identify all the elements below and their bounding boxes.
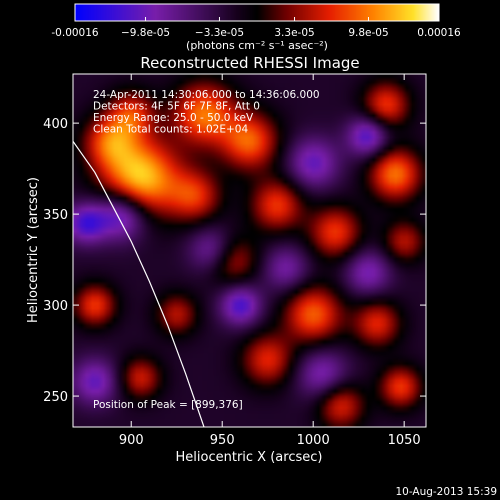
colorbar-tick-label: 9.8e-05 (348, 27, 388, 39)
x-tick-label: 900 (119, 433, 144, 448)
y-tick-label: 300 (43, 299, 68, 314)
y-tick-label: 350 (43, 208, 68, 223)
colorbar-ticks: -0.00016 −9.8e-05 −3.3e-05 3.3e-05 9.8e-05 0.… (51, 17, 461, 39)
annotation-line: 24-Apr-2011 14:30:06.000 to 14:36:06.000 (93, 89, 320, 101)
annotation-line: Energy Range: 25.0 - 50.0 keV (93, 112, 254, 124)
chart-title: Reconstructed RHESSI Image (140, 54, 359, 72)
colorbar-tick-label: −9.8e-05 (121, 27, 170, 39)
x-tick-label: 1050 (388, 433, 421, 448)
heatmap (73, 74, 426, 427)
colorbar-gradient (75, 4, 439, 21)
x-tick-label: 1000 (297, 433, 330, 448)
y-tick-label: 250 (43, 390, 68, 405)
y-axis-label: Heliocentric Y (arcsec) (26, 177, 41, 323)
footer-timestamp: 10-Aug-2013 15:39 (395, 486, 497, 498)
plot-frame (72, 73, 427, 428)
x-axis-label: Heliocentric X (arcsec) (176, 450, 323, 465)
peak-position-label: Position of Peak = [899,376] (93, 399, 243, 411)
colorbar-tick-label: 0.00016 (417, 27, 461, 39)
colorbar-frame (74, 3, 440, 22)
colorbar-unit-label: (photons cm⁻² s⁻¹ asec⁻²) (186, 39, 328, 52)
solar-limb-curve (73, 140, 205, 427)
annotation-line: Clean Total counts: 1.02E+04 (93, 124, 248, 136)
colorbar-tick-label: 3.3e-05 (274, 27, 314, 39)
x-tick-label: 950 (210, 433, 235, 448)
colorbar: -0.00016 −9.8e-05 −3.3e-05 3.3e-05 9.8e-05 0.… (51, 3, 461, 52)
colorbar-tick-label: -0.00016 (51, 27, 99, 39)
y-axis-ticks: 250 300 350 400 (43, 117, 426, 405)
annotation-line: Detectors: 4F 5F 6F 7F 8F, Att 0 (93, 101, 260, 113)
annotation-block: 24-Apr-2011 14:30:06.000 to 14:36:06.000… (93, 89, 320, 136)
colorbar-tick-label: −3.3e-05 (195, 27, 244, 39)
x-axis-ticks: 900 950 1000 1050 (119, 74, 421, 448)
y-tick-label: 400 (43, 117, 68, 132)
